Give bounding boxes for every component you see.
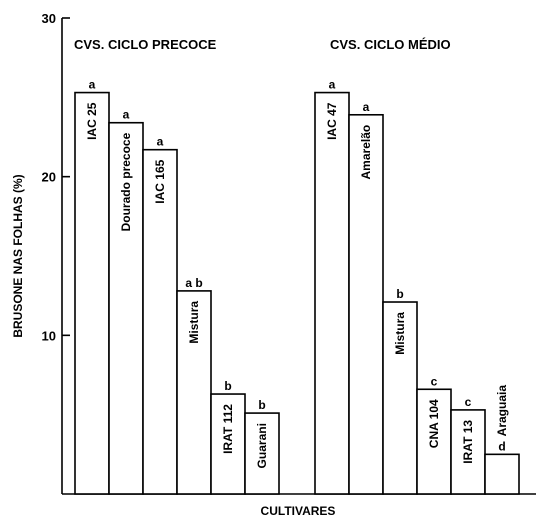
bars: a IAC 25 a Dourado precoce a IAC 165 a b Mistur… [74, 78, 520, 495]
group-title-medio: CVS. CICLO MÉDIO [330, 37, 451, 52]
y-tick-label: 20 [42, 170, 56, 185]
bar-precoce-3 [176, 290, 212, 495]
y-axis-title: BRUSONE NAS FOLHAS (%) [11, 174, 25, 337]
bar-precoce-1 [108, 121, 144, 495]
significance-label: d [498, 439, 505, 453]
group-title-precoce: CVS. CICLO PRECOCE [74, 37, 217, 52]
bar-label: Guarani [255, 423, 269, 468]
bar-label: Mistura [393, 312, 407, 355]
bar-label: IRAT 13 [461, 420, 475, 464]
significance-label: a b [185, 276, 202, 290]
bar-label: IRAT 112 [221, 404, 235, 454]
significance-label: a [89, 78, 96, 92]
bar-label: CNA 104 [427, 399, 441, 448]
significance-label: a [329, 78, 336, 92]
bar-precoce-5 [244, 412, 280, 495]
significance-label: b [258, 398, 265, 412]
significance-label: c [465, 395, 472, 409]
y-ticks: 10 20 30 [42, 11, 70, 343]
significance-label: a [123, 108, 130, 122]
bar-precoce-0 [74, 91, 110, 495]
y-tick-label: 30 [42, 11, 56, 26]
bar-medio-4 [450, 409, 486, 495]
significance-label: a [363, 100, 370, 114]
bar-label: Mistura [187, 301, 201, 344]
bar-medio-2 [382, 301, 418, 495]
bar-medio-5 [484, 453, 520, 495]
significance-label: a [157, 135, 164, 149]
x-axis-title: CULTIVARES [261, 504, 336, 518]
bar-label: Amarelão [359, 125, 373, 180]
bar-label: Araguaia [495, 385, 509, 437]
bar-label: IAC 25 [85, 102, 99, 140]
bar-label: Dourado precoce [119, 132, 133, 231]
bar-label: IAC 165 [153, 159, 167, 203]
bar-medio-0 [314, 91, 350, 495]
bar-label: IAC 47 [325, 102, 339, 140]
significance-label: b [224, 379, 231, 393]
significance-label: b [396, 287, 403, 301]
bar-precoce-2 [142, 148, 178, 495]
significance-label: c [431, 374, 438, 388]
y-tick-label: 10 [42, 328, 56, 343]
